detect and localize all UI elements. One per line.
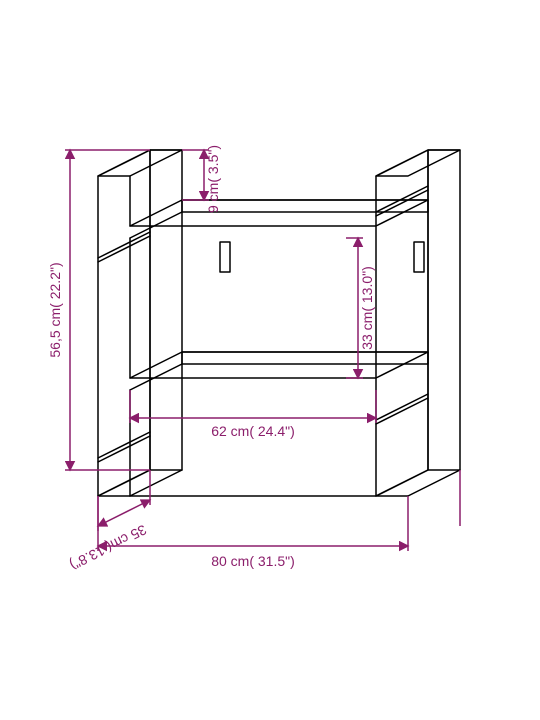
dimension-label: 33 cm( 13.0") bbox=[359, 266, 375, 350]
dimension-label: 80 cm( 31.5") bbox=[211, 553, 295, 569]
dimension-label: 35 cm( 13.8") bbox=[67, 522, 149, 574]
dimension-label: 9 cm( 3.5") bbox=[205, 145, 221, 213]
dimension-label: 56,5 cm( 22.2") bbox=[47, 262, 63, 357]
dimension-label: 62 cm( 24.4") bbox=[211, 423, 295, 439]
